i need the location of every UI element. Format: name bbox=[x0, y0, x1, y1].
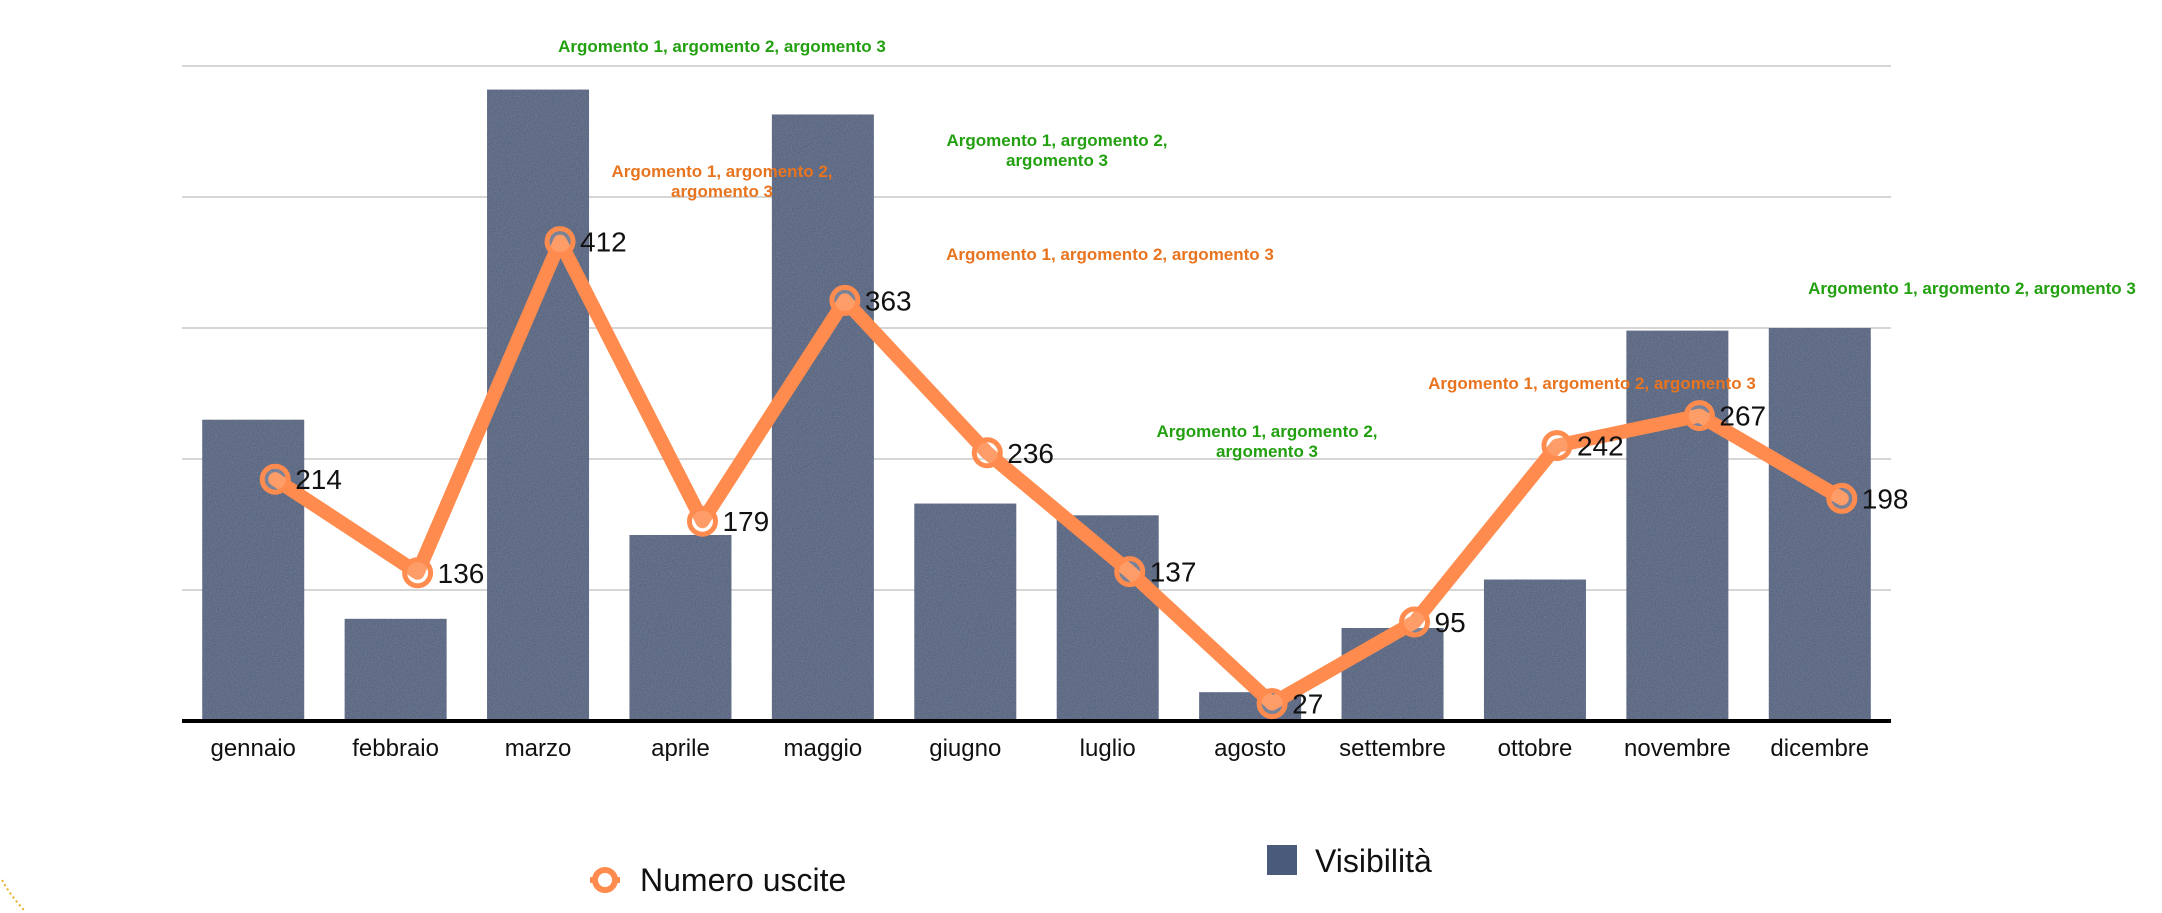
data-label-marzo: 412 bbox=[580, 227, 627, 258]
bar-febbraio bbox=[344, 618, 447, 721]
line-path bbox=[268, 234, 1849, 711]
category-label-giugno: giugno bbox=[929, 735, 1001, 762]
data-label-ottobre: 242 bbox=[1577, 431, 1624, 462]
line-point-marzo bbox=[544, 226, 576, 258]
data-label-dicembre: 198 bbox=[1862, 483, 1909, 514]
data-label-gennaio: 214 bbox=[295, 464, 342, 495]
annotation-green: Argomento 1, argomento 2, argomento 3 bbox=[558, 37, 886, 56]
annotation-line: argomento 3 bbox=[671, 182, 773, 201]
bar-dicembre bbox=[1768, 328, 1871, 721]
annotation-green: Argomento 1, argomento 2, argomento 3 bbox=[946, 131, 1167, 170]
bar-ottobre bbox=[1483, 579, 1586, 721]
category-label-novembre: novembre bbox=[1624, 735, 1731, 762]
annotation-line: Argomento 1, argomento 2, argomento 3 bbox=[1808, 279, 2136, 298]
line-point-ottobre bbox=[1541, 430, 1573, 462]
annotations: Argomento 1, argomento 2, argomento 3Arg… bbox=[558, 37, 2136, 461]
line-point-gennaio bbox=[259, 463, 291, 495]
line-point-settembre bbox=[1399, 606, 1431, 638]
decorative-corner-dots bbox=[1, 879, 25, 911]
legend-label-numero-uscite: Numero uscite bbox=[640, 862, 846, 898]
annotation-orange: Argomento 1, argomento 2, argomento 3 bbox=[946, 245, 1274, 264]
legend-circle-marker bbox=[592, 867, 618, 893]
legend-bar-swatch bbox=[1267, 845, 1297, 875]
line-point-dicembre bbox=[1826, 482, 1858, 514]
category-labels: gennaio febbraio marzo aprile maggio giugno lu… bbox=[210, 735, 1869, 762]
annotation-line: Argomento 1, argomento 2, bbox=[1156, 422, 1377, 441]
bar-giugno bbox=[914, 503, 1017, 721]
data-label-maggio: 363 bbox=[865, 285, 912, 316]
annotation-line: Argomento 1, argomento 2, bbox=[946, 131, 1167, 150]
line-point-febbraio bbox=[402, 557, 434, 589]
annotation-line: Argomento 1, argomento 2, argomento 3 bbox=[946, 245, 1274, 264]
bars-visibilita bbox=[202, 89, 1871, 722]
legend-item-visibilita: Visibilità bbox=[1267, 843, 1432, 879]
data-label-aprile: 179 bbox=[722, 506, 769, 537]
line-point-novembre bbox=[1683, 400, 1715, 432]
category-label-settembre: settembre bbox=[1339, 735, 1446, 762]
line-point-aprile bbox=[686, 505, 718, 537]
data-label-settembre: 95 bbox=[1435, 607, 1466, 638]
bar-maggio bbox=[771, 114, 874, 722]
line-point-luglio bbox=[1114, 556, 1146, 588]
category-label-gennaio: gennaio bbox=[210, 735, 295, 762]
bar-gennaio bbox=[202, 419, 305, 721]
category-label-febbraio: febbraio bbox=[352, 735, 439, 762]
bar-novembre bbox=[1626, 330, 1729, 721]
annotation-green: Argomento 1, argomento 2, argomento 3 bbox=[1156, 422, 1377, 461]
category-label-maggio: maggio bbox=[784, 735, 863, 762]
category-label-aprile: aprile bbox=[651, 735, 710, 762]
legend-item-numero-uscite: Numero uscite bbox=[590, 862, 846, 898]
annotation-line: Argomento 1, argomento 2, argomento 3 bbox=[558, 37, 886, 56]
category-label-agosto: agosto bbox=[1214, 735, 1286, 762]
annotation-line: Argomento 1, argomento 2, bbox=[611, 162, 832, 181]
annotation-line: Argomento 1, argomento 2, argomento 3 bbox=[1428, 374, 1756, 393]
annotation-line: argomento 3 bbox=[1216, 442, 1318, 461]
data-label-agosto: 27 bbox=[1292, 689, 1323, 720]
category-label-ottobre: ottobre bbox=[1498, 735, 1573, 762]
annotation-green: Argomento 1, argomento 2, argomento 3 bbox=[1808, 279, 2136, 298]
annotation-orange: Argomento 1, argomento 2, argomento 3 bbox=[1428, 374, 1756, 393]
category-label-luglio: luglio bbox=[1080, 735, 1136, 762]
line-numero-uscite: 214 136 412 179 363 236 137 27 95 242 267 198 bbox=[259, 226, 1909, 720]
data-label-febbraio: 136 bbox=[438, 558, 485, 589]
bar-aprile bbox=[629, 534, 732, 721]
bar-settembre bbox=[1341, 627, 1444, 721]
data-label-giugno: 236 bbox=[1007, 438, 1054, 469]
bar-marzo bbox=[487, 89, 590, 721]
annotation-orange: Argomento 1, argomento 2, argomento 3 bbox=[611, 162, 832, 201]
category-label-marzo: marzo bbox=[505, 735, 572, 762]
legend-label-visibilita: Visibilità bbox=[1315, 843, 1432, 879]
line-point-maggio bbox=[829, 284, 861, 316]
data-label-novembre: 267 bbox=[1719, 401, 1766, 432]
annotation-line: argomento 3 bbox=[1006, 151, 1108, 170]
category-label-dicembre: dicembre bbox=[1770, 735, 1869, 762]
line-point-agosto bbox=[1256, 688, 1288, 720]
line-point-giugno bbox=[971, 437, 1003, 469]
data-label-luglio: 137 bbox=[1150, 557, 1197, 588]
legend: Numero uscite Visibilità bbox=[590, 843, 1432, 898]
